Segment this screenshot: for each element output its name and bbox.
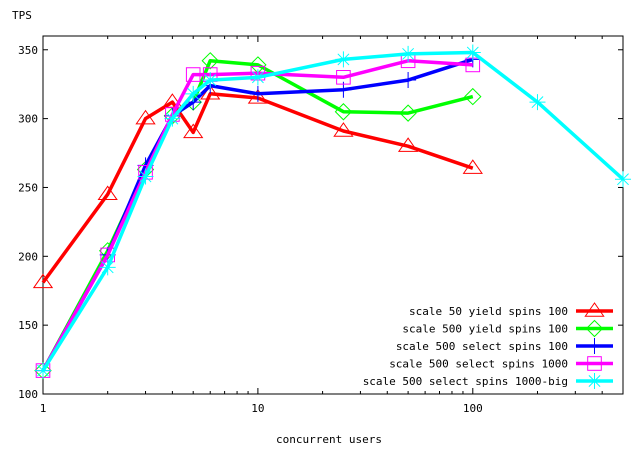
data-point xyxy=(336,70,351,85)
data-point xyxy=(334,103,353,121)
legend-marker xyxy=(587,356,602,371)
y-tick-label: 350 xyxy=(18,44,38,57)
data-point xyxy=(249,85,266,102)
data-point xyxy=(185,67,201,82)
legend-item: scale 500 yield spins 100 xyxy=(402,319,613,338)
data-point xyxy=(35,362,51,379)
data-point xyxy=(333,122,354,137)
series-line xyxy=(41,59,473,372)
legend-label: scale 500 select spins 1000-big xyxy=(363,375,568,388)
data-point xyxy=(529,94,546,111)
data-point xyxy=(202,72,219,89)
legend-marker xyxy=(586,338,603,354)
y-axis-title: TPS xyxy=(12,9,32,22)
data-point xyxy=(397,137,419,152)
y-tick-label: 300 xyxy=(18,113,38,126)
legend-item: scale 500 select spins 1000-big xyxy=(363,373,613,389)
data-point xyxy=(247,89,269,104)
y-tick-label: 100 xyxy=(18,388,38,401)
data-point xyxy=(400,72,417,89)
legend-item: scale 500 select spins 1000 xyxy=(389,356,613,371)
legend-marker xyxy=(584,302,605,317)
data-point xyxy=(201,52,219,70)
legend-label: scale 500 select spins 100 xyxy=(396,340,568,353)
legend-label: scale 500 select spins 1000 xyxy=(389,358,568,371)
data-point xyxy=(32,273,54,289)
y-tick-label: 200 xyxy=(18,250,38,263)
data-point xyxy=(464,44,481,61)
x-tick-label: 1 xyxy=(40,402,47,415)
ticks: 100 150 200 250 300 350 1 10 100 xyxy=(18,36,624,415)
series-lines xyxy=(32,44,631,380)
data-point xyxy=(464,87,482,106)
series-line xyxy=(41,50,625,372)
y-tick-label: 250 xyxy=(18,181,38,194)
legend-item: scale 500 select spins 100 xyxy=(396,338,613,354)
data-point xyxy=(135,109,156,125)
data-point xyxy=(400,45,417,62)
data-point xyxy=(99,259,116,276)
plot-frame xyxy=(42,35,624,395)
data-point xyxy=(183,123,204,139)
x-tick-label: 10 xyxy=(251,402,264,415)
data-point xyxy=(462,159,483,174)
data-point xyxy=(335,51,352,68)
y-tick-label: 150 xyxy=(18,319,38,332)
x-axis-title: concurrent users xyxy=(276,433,382,446)
legend: scale 50 yield spins 100 scale 500 yield … xyxy=(363,302,613,389)
legend-marker xyxy=(585,319,604,338)
data-point xyxy=(615,171,631,188)
legend-label: scale 50 yield spins 100 xyxy=(409,305,568,318)
data-point xyxy=(399,104,417,122)
legend-marker xyxy=(586,373,603,389)
x-tick-label: 100 xyxy=(463,402,483,415)
data-point xyxy=(185,85,202,102)
data-point xyxy=(137,168,154,185)
axes xyxy=(42,35,624,395)
data-point xyxy=(249,69,266,86)
legend-item: scale 50 yield spins 100 xyxy=(409,302,613,318)
data-point xyxy=(97,185,118,201)
series-5 xyxy=(35,44,631,379)
data-point xyxy=(164,110,181,127)
legend-label: scale 500 yield spins 100 xyxy=(402,323,568,336)
series-line xyxy=(41,92,474,284)
